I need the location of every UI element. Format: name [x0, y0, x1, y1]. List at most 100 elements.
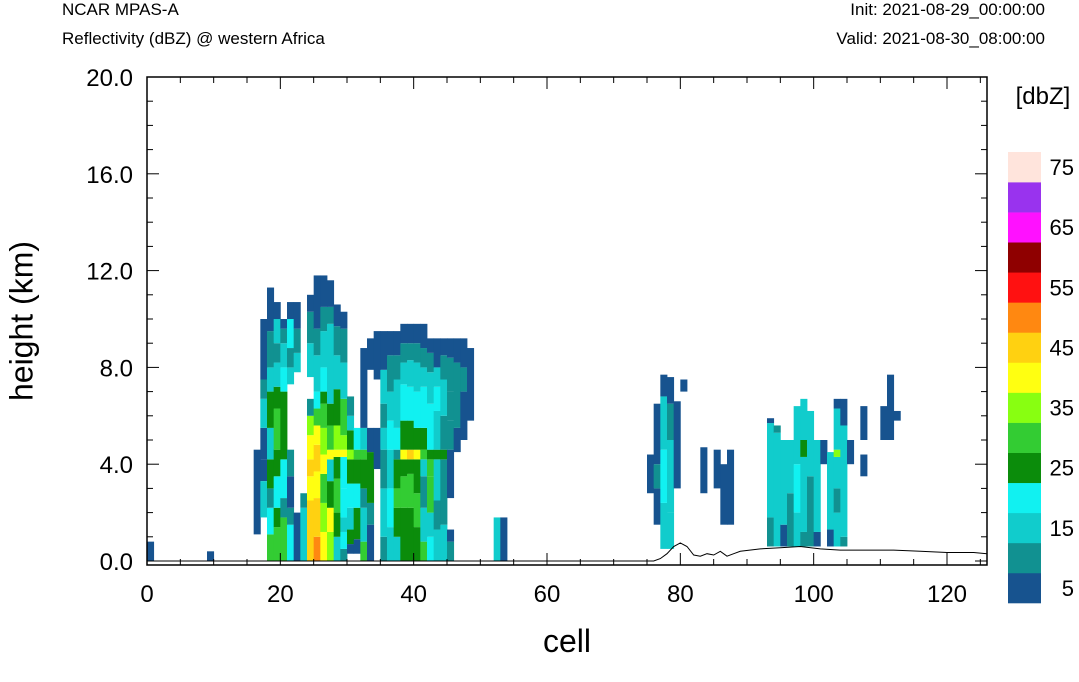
- colorbar-swatch: [1008, 572, 1041, 604]
- reflectivity-cell: [293, 302, 301, 329]
- reflectivity-cell: [360, 449, 368, 460]
- reflectivity-cell: [360, 488, 368, 508]
- reflectivity-cell: [447, 541, 455, 561]
- reflectivity-cell: [320, 427, 328, 455]
- reflectivity-cell: [347, 396, 355, 416]
- reflectivity-cell: [327, 459, 335, 482]
- reflectivity-cell: [353, 539, 361, 554]
- reflectivity-cell: [800, 440, 808, 457]
- reflectivity-cell: [280, 343, 288, 368]
- reflectivity-cell: [360, 459, 368, 489]
- reflectivity-cell: [273, 449, 281, 477]
- reflectivity-cell: [460, 367, 468, 392]
- reflectivity-cell: [260, 459, 268, 482]
- reflectivity-cell: [813, 531, 821, 547]
- reflectivity-cell: [313, 444, 321, 472]
- reflectivity-cell: [307, 294, 315, 312]
- reflectivity-cell: [273, 362, 281, 387]
- reflectivity-cell: [287, 524, 295, 561]
- reflectivity-cell: [447, 529, 455, 542]
- reflectivity-cell: [367, 338, 375, 370]
- reflectivity-cell: [373, 331, 381, 380]
- reflectivity-cell: [380, 536, 388, 561]
- reflectivity-cell: [787, 493, 795, 547]
- reflectivity-cell: [647, 454, 655, 494]
- reflectivity-cell: [860, 406, 868, 440]
- reflectivity-cell: [680, 379, 688, 392]
- axis-ticks: 0 20 40 60 80 100 120 0.0 4.0 8.0 12.0 16.0 20.0: [86, 65, 987, 608]
- reflectivity-cell: [293, 512, 301, 561]
- reflectivity-cell: [360, 348, 368, 428]
- reflectivity-cell: [793, 406, 801, 465]
- reflectivity-cell: [400, 507, 408, 561]
- colorbar: 5 15 25 35 45 55 65 75: [1008, 152, 1074, 604]
- reflectivity-cell: [360, 507, 368, 542]
- reflectivity-cell: [327, 531, 335, 561]
- reflectivity-cell: [827, 452, 835, 530]
- reflectivity-cell: [800, 531, 808, 547]
- reflectivity-cell: [833, 449, 841, 457]
- reflectivity-cell: [307, 415, 315, 436]
- reflectivity-cell: [307, 459, 315, 477]
- reflectivity-cell: [420, 449, 428, 460]
- reflectivity-cell: [333, 478, 341, 513]
- reflectivity-cell: [420, 476, 428, 508]
- colorbar-swatch: [1008, 152, 1041, 183]
- reflectivity-cell: [793, 464, 801, 513]
- colorbar-swatch: [1008, 362, 1041, 393]
- reflectivity-cell: [440, 449, 448, 460]
- reflectivity-cell: [360, 427, 368, 450]
- reflectivity-cell: [267, 507, 275, 535]
- reflectivity-cell: [440, 524, 448, 561]
- reflectivity-cell: [460, 338, 468, 368]
- reflectivity-cell: [393, 379, 401, 428]
- reflectivity-cell: [280, 459, 288, 499]
- colorbar-swatch: [1008, 182, 1041, 213]
- reflectivity-cell: [407, 360, 415, 387]
- reflectivity-cell: [660, 374, 668, 397]
- reflectivity-cell: [407, 343, 415, 361]
- reflectivity-cell: [400, 449, 408, 460]
- reflectivity-cell: [440, 338, 448, 356]
- reflectivity-cell: [267, 459, 275, 489]
- colorbar-label: 75: [1050, 155, 1074, 180]
- reflectivity-cell: [267, 367, 275, 392]
- reflectivity-cell: [333, 512, 341, 537]
- reflectivity-cell: [467, 348, 475, 421]
- reflectivity-cell: [833, 456, 841, 489]
- reflectivity-cell: [833, 398, 841, 409]
- reflectivity-cell: [333, 304, 341, 327]
- reflectivity-cell: [820, 440, 828, 465]
- reflectivity-cell: [427, 372, 435, 404]
- x-tick-label: 20: [267, 581, 294, 608]
- reflectivity-cell: [727, 449, 735, 525]
- reflectivity-cell: [347, 507, 355, 530]
- valid-time: Valid: 2021-08-30_08:00:00: [836, 29, 1045, 48]
- reflectivity-cell: [340, 517, 348, 532]
- reflectivity-cell: [387, 391, 395, 421]
- reflectivity-cell: [280, 391, 288, 460]
- reflectivity-cell: [393, 536, 401, 561]
- reflectivity-cell: [427, 440, 435, 450]
- reflectivity-cell: [433, 367, 441, 387]
- colorbar-swatch: [1008, 302, 1041, 333]
- reflectivity-cell: [433, 386, 441, 411]
- reflectivity-cell: [387, 420, 395, 450]
- reflectivity-cell: [393, 488, 401, 508]
- reflectivity-cell: [500, 517, 508, 561]
- reflectivity-cell: [367, 452, 375, 503]
- colorbar-label: 55: [1050, 275, 1074, 300]
- reflectivity-cell: [387, 449, 395, 489]
- reflectivity-cell: [300, 507, 308, 561]
- reflectivity-cell: [347, 544, 355, 554]
- colorbar-label: 5: [1062, 576, 1074, 601]
- reflectivity-cell: [407, 459, 415, 474]
- reflectivity-cell: [773, 425, 781, 433]
- reflectivity-cell: [340, 548, 348, 561]
- reflectivity-cell: [387, 355, 395, 392]
- reflectivity-cell: [340, 311, 348, 329]
- reflectivity-cell: [293, 328, 301, 353]
- reflectivity-cell: [420, 541, 428, 561]
- reflectivity-cell: [427, 536, 435, 561]
- reflectivity-cells: [147, 275, 901, 561]
